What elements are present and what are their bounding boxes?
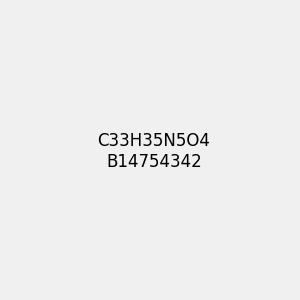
Text: C33H35N5O4
B14754342: C33H35N5O4 B14754342 — [97, 132, 210, 171]
